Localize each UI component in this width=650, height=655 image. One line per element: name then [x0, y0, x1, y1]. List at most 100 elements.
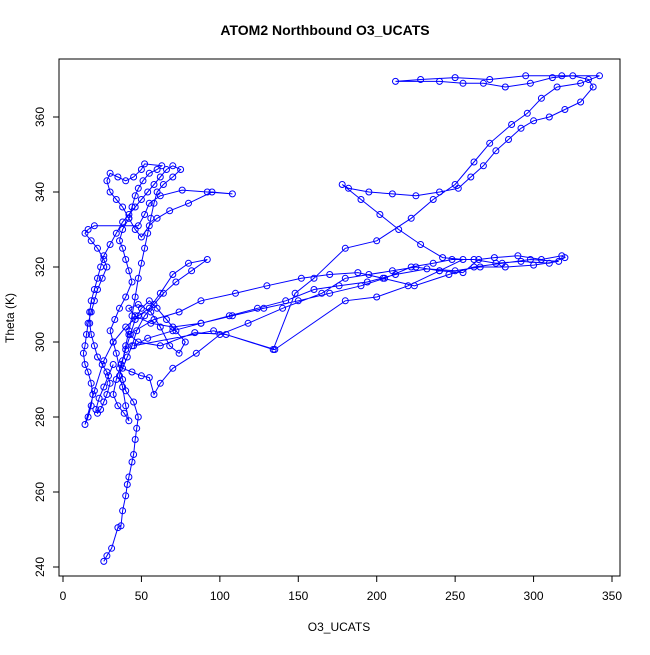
data-point: [373, 237, 381, 245]
data-point: [517, 257, 525, 265]
x-axis-label: O3_UCATS: [308, 620, 370, 634]
data-point: [577, 98, 585, 106]
data-point: [120, 409, 128, 417]
data-point: [341, 274, 349, 282]
data-point: [131, 293, 139, 301]
data-point: [526, 256, 534, 263]
data-point: [429, 196, 437, 203]
data-point: [117, 522, 125, 530]
y-tick-label: 340: [33, 182, 47, 202]
data-point: [100, 557, 108, 565]
data-point: [98, 274, 106, 282]
data-point: [459, 256, 467, 263]
data-point: [486, 139, 494, 147]
data-point: [492, 147, 500, 155]
data-point: [467, 173, 475, 181]
data-point: [412, 263, 420, 271]
data-point: [448, 256, 456, 263]
x-axis: 0 50 100 150 200 250 300 350: [60, 575, 622, 603]
data-point: [100, 398, 108, 406]
data-point: [90, 297, 98, 305]
data-point: [159, 289, 167, 297]
data-point: [263, 282, 271, 290]
data-point: [341, 297, 349, 305]
data-point: [119, 383, 127, 391]
data-point: [545, 259, 553, 267]
data-point: [145, 374, 153, 382]
data-point: [131, 436, 139, 443]
data-point: [87, 237, 95, 245]
data-point: [133, 424, 141, 432]
data-point: [169, 364, 177, 372]
data-point: [100, 252, 108, 260]
data-point: [122, 492, 130, 500]
data-point: [150, 199, 158, 207]
data-point: [436, 267, 443, 275]
data-point: [530, 261, 538, 269]
data-point: [125, 214, 133, 222]
data-point: [545, 113, 553, 121]
data-point: [210, 327, 218, 335]
data-point: [297, 274, 305, 282]
data-point: [122, 402, 130, 410]
data-point: [90, 222, 98, 230]
data-point: [589, 83, 597, 91]
data-point: [326, 271, 334, 278]
data-point: [561, 106, 569, 113]
data-point: [585, 76, 592, 83]
data-point: [310, 286, 318, 293]
data-point: [445, 271, 453, 278]
data-point: [97, 263, 105, 271]
data-point: [145, 169, 153, 177]
data-point: [228, 190, 236, 198]
data-point: [169, 327, 177, 335]
data-point: [147, 308, 155, 316]
data-point: [100, 256, 108, 263]
data-point: [326, 289, 334, 297]
data-point: [537, 94, 545, 102]
data-point: [558, 72, 566, 80]
data-point: [354, 269, 362, 277]
data-point: [87, 331, 95, 338]
data-point: [128, 278, 136, 286]
data-point: [131, 203, 139, 211]
data-point: [130, 398, 138, 406]
data-point: [188, 267, 196, 275]
data-point: [89, 391, 97, 398]
data-point: [94, 409, 101, 417]
data-point: [166, 207, 174, 215]
data-point: [90, 286, 98, 293]
data-point: [137, 166, 145, 173]
data-point: [128, 458, 136, 466]
data-point: [163, 316, 170, 323]
data-point: [172, 278, 180, 286]
y-tick-label: 240: [33, 557, 47, 577]
data-point: [103, 368, 111, 376]
data-point: [123, 481, 131, 488]
data-point: [548, 74, 556, 82]
data-point: [86, 319, 94, 327]
data-point: [90, 342, 98, 350]
data-point: [363, 278, 371, 286]
data-point: [122, 293, 130, 301]
data-point: [254, 304, 261, 312]
data-point: [130, 342, 138, 350]
data-point: [357, 282, 365, 290]
data-point: [106, 241, 114, 248]
data-point: [144, 334, 152, 342]
data-point: [291, 289, 299, 297]
x-tick-label: 0: [60, 589, 67, 603]
data-point: [153, 188, 161, 196]
data-point: [476, 263, 484, 271]
data-point: [122, 342, 130, 350]
data-point: [436, 77, 443, 85]
data-point: [191, 329, 199, 337]
data-point: [94, 286, 101, 293]
data-point: [429, 259, 437, 267]
data-point: [451, 74, 459, 82]
data-point: [119, 226, 127, 233]
data-point: [153, 166, 161, 173]
data-point: [156, 289, 164, 297]
series-layer: [79, 72, 603, 565]
